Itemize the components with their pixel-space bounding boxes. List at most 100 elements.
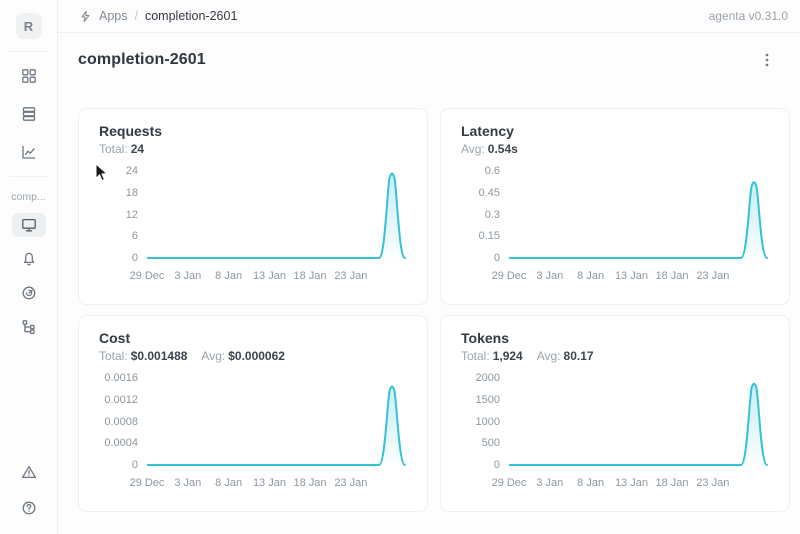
y-tick: 0	[131, 252, 138, 264]
y-axis-labels: 24 18 12 6 0	[99, 165, 147, 265]
x-tick: 29 Dec	[491, 270, 527, 282]
stat: Avg: 80.17	[536, 349, 594, 363]
x-axis-labels: 29 Dec 3 Jan 8 Jan 13 Jan 18 Jan 23 Jan	[130, 472, 407, 494]
x-tick: 18 Jan	[655, 477, 689, 489]
x-tick: 3 Jan	[536, 270, 564, 282]
sidebar-item-usage[interactable]	[12, 281, 46, 305]
x-tick: 29 Dec	[129, 270, 165, 282]
sidebar-nav-global	[12, 64, 46, 164]
main-pane: Apps / completion-2601 agenta v0.31.0 co…	[58, 0, 800, 534]
stat: Avg: 0.54s	[461, 142, 518, 156]
bolt-icon	[79, 10, 92, 23]
sidebar-item-traces[interactable]	[12, 315, 46, 339]
y-tick: 0.45	[478, 186, 500, 199]
trace-tree-icon	[21, 319, 37, 335]
stat: Total: 1,924	[461, 349, 523, 363]
chart: 0.6 0.45 0.3 0.15 0 29 Dec 3 Jan 8 Jan 13 Jan 18…	[461, 165, 769, 287]
y-axis-labels: 0.6 0.45 0.3 0.15 0	[461, 165, 509, 265]
chart: 2000 1500 1000 500 0 29 Dec 3 Jan 8 Jan 13 Jan 1…	[461, 372, 769, 494]
x-tick: 29 Dec	[129, 477, 165, 489]
breadcrumb: Apps / completion-2601	[79, 9, 237, 23]
chart: 0.0016 0.0012 0.0008 0.0004 0 29 Dec 3 Jan 8 J…	[99, 372, 407, 494]
help-circle-icon	[21, 500, 37, 516]
requests-card: Requests Total: 24 24 18 12 6 0 29 Dec 3 Jan 8 …	[78, 108, 428, 305]
y-tick: 0.0012	[104, 393, 138, 406]
x-tick: 8 Jan	[577, 270, 605, 282]
y-tick: 0.15	[478, 230, 500, 243]
page-title: completion-2601	[78, 51, 206, 68]
page-header: completion-2601	[78, 48, 790, 72]
x-tick: 13 Jan	[614, 477, 648, 489]
x-tick: 13 Jan	[252, 270, 286, 282]
x-axis-labels: 29 Dec 3 Jan 8 Jan 13 Jan 18 Jan 23 Jan	[492, 472, 769, 494]
stat: Total: 24	[99, 142, 145, 156]
sidebar-nav-bottom	[12, 460, 46, 520]
card-title: Requests	[99, 123, 163, 139]
sidebar-app-label: comp...	[11, 191, 46, 203]
x-tick: 13 Jan	[252, 477, 286, 489]
y-tick: 0.0004	[104, 437, 138, 450]
card-title: Tokens	[461, 330, 509, 346]
cost-area-chart[interactable]	[147, 372, 407, 472]
y-tick: 500	[481, 437, 500, 450]
y-tick: 18	[125, 186, 138, 199]
cost-card: Cost Total: $0.001488 Avg: $0.000062 0.0016…	[78, 315, 428, 512]
x-tick: 18 Jan	[293, 270, 327, 282]
card-stats: Total: 24	[99, 142, 407, 156]
card-stats: Avg: 0.54s	[461, 142, 769, 156]
card-title: Cost	[99, 330, 131, 346]
y-axis-labels: 0.0016 0.0012 0.0008 0.0004 0	[99, 372, 147, 472]
stat: Avg: $0.000062	[201, 349, 285, 363]
sidebar-divider	[8, 51, 49, 52]
requests-area-chart[interactable]	[147, 165, 407, 265]
y-tick: 2000	[475, 372, 500, 384]
x-tick: 3 Jan	[174, 270, 202, 282]
plot-area: 29 Dec 3 Jan 8 Jan 13 Jan 18 Jan 23 Jan	[130, 372, 407, 494]
plot-area: 29 Dec 3 Jan 8 Jan 13 Jan 18 Jan 23 Jan	[492, 165, 769, 287]
tokens-area-chart[interactable]	[509, 372, 769, 472]
sidebar-item-evaluations[interactable]	[12, 247, 46, 271]
more-menu-button[interactable]	[756, 49, 778, 71]
sidebar-item-observability[interactable]	[12, 140, 46, 164]
plot-area: 29 Dec 3 Jan 8 Jan 13 Jan 18 Jan 23 Jan	[492, 372, 769, 494]
y-tick: 0	[493, 252, 500, 264]
x-axis-labels: 29 Dec 3 Jan 8 Jan 13 Jan 18 Jan 23 Jan	[130, 265, 407, 287]
x-tick: 18 Jan	[655, 270, 689, 282]
chart: 24 18 12 6 0 29 Dec 3 Jan 8 Jan 13 Jan 18 Jan 23 …	[99, 165, 407, 287]
y-tick: 6	[131, 230, 138, 243]
x-axis-labels: 29 Dec 3 Jan 8 Jan 13 Jan 18 Jan 23 Jan	[492, 265, 769, 287]
latency-area-chart[interactable]	[509, 165, 769, 265]
sidebar-item-apps[interactable]	[12, 64, 46, 88]
x-tick: 23 Jan	[334, 477, 368, 489]
top-bar: Apps / completion-2601 agenta v0.31.0	[58, 0, 800, 33]
breadcrumb-separator: /	[134, 9, 138, 23]
y-tick: 0	[131, 459, 138, 471]
content: completion-2601 Requests Total: 24 24 18 12…	[58, 33, 800, 534]
y-tick: 0.6	[484, 165, 500, 177]
monitor-icon	[21, 217, 37, 233]
sidebar-item-testsets[interactable]	[12, 102, 46, 126]
sidebar: R	[0, 0, 58, 534]
y-tick: 0.3	[484, 208, 500, 221]
sidebar-divider	[8, 176, 49, 177]
workspace-avatar[interactable]: R	[15, 13, 42, 39]
x-tick: 3 Jan	[536, 477, 564, 489]
sidebar-item-status[interactable]	[12, 460, 46, 484]
sidebar-item-help[interactable]	[12, 496, 46, 520]
x-tick: 23 Jan	[696, 270, 730, 282]
y-tick: 0.0008	[104, 415, 138, 428]
sidebar-item-playground[interactable]	[11, 213, 46, 237]
apps-grid-icon	[21, 68, 37, 84]
stat: Total: $0.001488	[99, 349, 188, 363]
breadcrumb-current: completion-2601	[144, 9, 238, 23]
x-tick: 13 Jan	[614, 270, 648, 282]
x-tick: 3 Jan	[174, 477, 202, 489]
breadcrumb-apps-link[interactable]: Apps	[99, 9, 128, 23]
gauge-icon	[21, 285, 37, 301]
latency-card: Latency Avg: 0.54s 0.6 0.45 0.3 0.15 0 29 Dec…	[440, 108, 790, 305]
table-rows-icon	[21, 106, 37, 122]
sidebar-nav-app	[11, 213, 46, 339]
version-label: agenta v0.31.0	[708, 9, 788, 23]
metrics-grid: Requests Total: 24 24 18 12 6 0 29 Dec 3 Jan 8 …	[78, 108, 790, 512]
